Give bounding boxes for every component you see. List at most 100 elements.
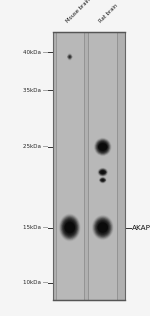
Ellipse shape (100, 178, 106, 183)
Ellipse shape (98, 168, 108, 176)
Ellipse shape (61, 217, 78, 238)
Bar (88, 32, 117, 300)
Ellipse shape (68, 54, 72, 60)
Ellipse shape (99, 223, 107, 232)
Ellipse shape (98, 222, 107, 233)
Ellipse shape (63, 219, 76, 236)
Ellipse shape (98, 143, 108, 151)
Ellipse shape (95, 219, 111, 236)
Text: 40kDa —: 40kDa — (23, 50, 48, 55)
Ellipse shape (69, 55, 71, 58)
Ellipse shape (68, 226, 71, 229)
Ellipse shape (94, 218, 111, 237)
Ellipse shape (68, 225, 72, 230)
Bar (56, 32, 84, 300)
Ellipse shape (62, 218, 78, 237)
Ellipse shape (100, 144, 105, 150)
Ellipse shape (101, 226, 104, 229)
Ellipse shape (99, 177, 106, 183)
Ellipse shape (100, 178, 105, 182)
Ellipse shape (102, 179, 104, 181)
Ellipse shape (100, 179, 106, 181)
Ellipse shape (100, 225, 105, 230)
Ellipse shape (68, 55, 71, 59)
Ellipse shape (66, 222, 74, 233)
Ellipse shape (102, 171, 104, 173)
Ellipse shape (99, 169, 107, 175)
Ellipse shape (101, 145, 104, 149)
Ellipse shape (65, 221, 75, 234)
Ellipse shape (99, 177, 106, 183)
Ellipse shape (92, 216, 113, 240)
Ellipse shape (101, 178, 105, 182)
Ellipse shape (100, 144, 106, 150)
Ellipse shape (98, 142, 108, 152)
Ellipse shape (101, 145, 105, 149)
Ellipse shape (98, 222, 108, 233)
Ellipse shape (97, 221, 109, 234)
Ellipse shape (94, 138, 111, 156)
Ellipse shape (67, 224, 72, 231)
Ellipse shape (101, 179, 104, 181)
Ellipse shape (102, 179, 104, 181)
Ellipse shape (100, 169, 106, 175)
Ellipse shape (68, 54, 72, 59)
Ellipse shape (101, 179, 104, 182)
Ellipse shape (102, 172, 103, 173)
Text: 35kDa —: 35kDa — (23, 88, 48, 93)
Ellipse shape (98, 222, 108, 234)
Ellipse shape (66, 223, 73, 232)
Ellipse shape (102, 172, 103, 173)
Ellipse shape (100, 170, 105, 174)
Ellipse shape (96, 219, 110, 236)
Ellipse shape (61, 216, 79, 239)
Ellipse shape (69, 56, 70, 58)
Text: AKAP7: AKAP7 (132, 225, 150, 230)
Text: 25kDa —: 25kDa — (23, 144, 48, 149)
Ellipse shape (100, 170, 105, 174)
Ellipse shape (68, 55, 71, 59)
Ellipse shape (96, 140, 109, 154)
Ellipse shape (93, 216, 112, 239)
Ellipse shape (94, 217, 112, 238)
Ellipse shape (100, 178, 105, 182)
Ellipse shape (99, 143, 107, 151)
Ellipse shape (64, 220, 76, 235)
Ellipse shape (67, 55, 72, 58)
Text: 10kDa —: 10kDa — (23, 280, 48, 285)
Ellipse shape (69, 227, 70, 228)
Ellipse shape (97, 141, 109, 153)
Ellipse shape (101, 225, 105, 230)
Ellipse shape (65, 222, 74, 233)
Ellipse shape (98, 168, 107, 176)
Bar (52, 32, 124, 300)
Ellipse shape (99, 224, 106, 231)
Ellipse shape (98, 168, 108, 177)
Ellipse shape (96, 140, 110, 154)
Ellipse shape (63, 218, 77, 237)
Ellipse shape (102, 146, 104, 148)
Ellipse shape (99, 170, 106, 174)
Text: 15kDa —: 15kDa — (23, 225, 48, 230)
Ellipse shape (68, 54, 72, 60)
Ellipse shape (101, 171, 104, 173)
Ellipse shape (99, 169, 107, 176)
Ellipse shape (60, 215, 80, 240)
Ellipse shape (96, 220, 109, 235)
Ellipse shape (100, 170, 106, 175)
Ellipse shape (69, 56, 71, 58)
Ellipse shape (59, 214, 81, 241)
Ellipse shape (69, 56, 71, 58)
Ellipse shape (101, 171, 104, 173)
Ellipse shape (98, 142, 108, 152)
Ellipse shape (95, 139, 111, 155)
Ellipse shape (102, 227, 103, 228)
Ellipse shape (68, 55, 71, 59)
Ellipse shape (101, 171, 105, 174)
Ellipse shape (99, 169, 106, 175)
Ellipse shape (69, 56, 70, 58)
Bar (52, 32, 124, 300)
Ellipse shape (99, 143, 106, 151)
Ellipse shape (59, 214, 80, 241)
Ellipse shape (100, 178, 106, 183)
